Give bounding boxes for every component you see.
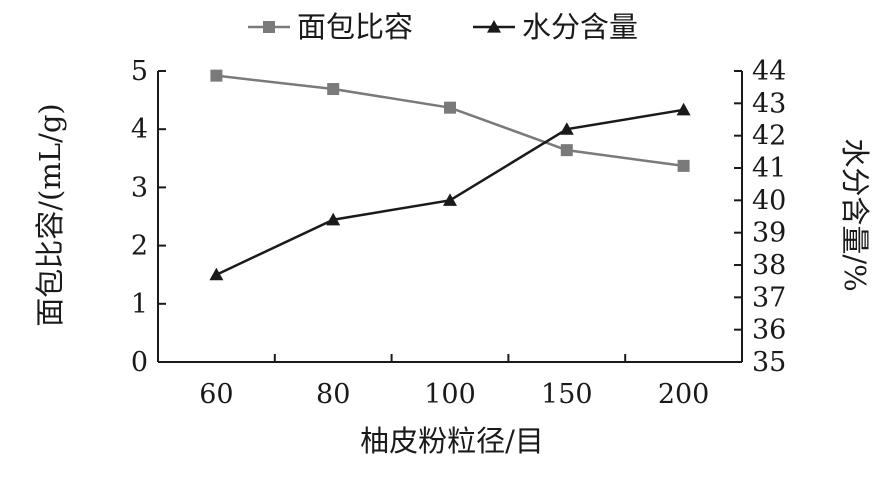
legend-label: 水分含量 — [522, 10, 638, 44]
y-left-tick-label: 2 — [131, 231, 148, 262]
x-axis-title: 柚皮粉粒径/目 — [360, 424, 544, 458]
y-right-tick-label: 44 — [752, 56, 786, 87]
y-axis-right-title: 水分含量/% — [838, 138, 872, 291]
series-line — [215, 108, 684, 276]
y-right-tick-label: 36 — [752, 315, 786, 346]
y-right-tick-label: 37 — [752, 282, 786, 313]
data-point-triangle — [209, 267, 224, 281]
x-tick-label: 80 — [316, 379, 350, 410]
x-tick-label: 200 — [658, 379, 710, 410]
y-right-tick-label: 39 — [752, 218, 786, 249]
y-left-tick-label: 0 — [131, 347, 148, 378]
legend-item-1: 面包比容 — [248, 10, 413, 44]
y-right-tick-label: 38 — [752, 250, 786, 281]
data-point-square — [327, 83, 340, 96]
legend-marker-triangle — [487, 20, 501, 33]
y-right-tick-label: 42 — [752, 121, 786, 152]
legend-item-2: 水分含量 — [473, 10, 638, 44]
data-point-square — [444, 101, 456, 114]
data-point-triangle — [326, 212, 341, 226]
x-tick-label: 100 — [424, 379, 476, 410]
y-right-tick-label: 41 — [752, 153, 786, 184]
data-point-square — [210, 69, 223, 82]
data-point-triangle — [443, 193, 457, 206]
y-axis-left-title: 面包比容/(mL/g) — [33, 103, 67, 327]
y-left-tick-label: 4 — [131, 114, 148, 145]
series-1 — [210, 69, 690, 172]
legend-marker-square — [263, 21, 275, 33]
data-point-square — [677, 159, 690, 172]
y-left-tick-label: 3 — [131, 172, 148, 203]
y-right-tick-label: 35 — [752, 347, 786, 378]
legend: 面包比容 水分含量 — [248, 10, 638, 44]
series-2 — [209, 102, 691, 281]
data-point-triangle — [676, 102, 691, 116]
series-layer — [209, 69, 691, 281]
x-tick-label: 150 — [541, 379, 593, 410]
data-point-triangle — [559, 122, 574, 135]
y-left-tick-label: 5 — [131, 56, 148, 87]
y-right-tick-label: 40 — [752, 185, 786, 216]
y-right-tick-label: 43 — [752, 88, 786, 119]
x-tick-label: 60 — [199, 379, 233, 410]
data-point-square — [560, 144, 573, 157]
y-left-tick-label: 1 — [131, 289, 148, 320]
legend-label: 面包比容 — [297, 10, 413, 44]
